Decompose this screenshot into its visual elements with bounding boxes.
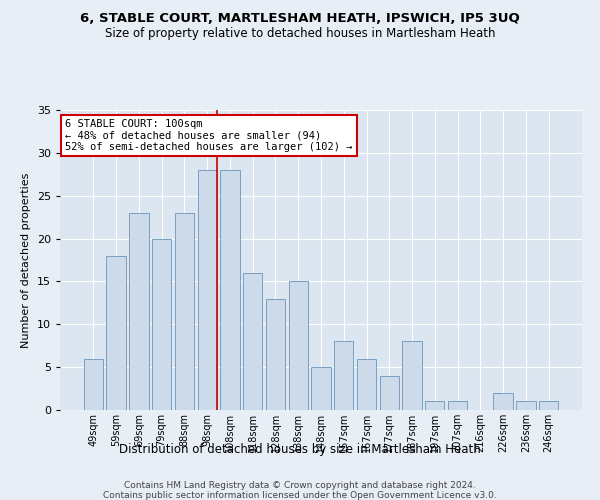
Bar: [266, 298, 285, 410]
Bar: [448, 402, 467, 410]
Bar: [311, 367, 331, 410]
Bar: [106, 256, 126, 410]
Bar: [220, 170, 239, 410]
Text: Contains public sector information licensed under the Open Government Licence v3: Contains public sector information licen…: [103, 491, 497, 500]
Bar: [334, 342, 353, 410]
Bar: [516, 402, 536, 410]
Bar: [289, 282, 308, 410]
Text: 6 STABLE COURT: 100sqm
← 48% of detached houses are smaller (94)
52% of semi-det: 6 STABLE COURT: 100sqm ← 48% of detached…: [65, 119, 353, 152]
Bar: [403, 342, 422, 410]
Text: 6, STABLE COURT, MARTLESHAM HEATH, IPSWICH, IP5 3UQ: 6, STABLE COURT, MARTLESHAM HEATH, IPSWI…: [80, 12, 520, 26]
Bar: [425, 402, 445, 410]
Text: Contains HM Land Registry data © Crown copyright and database right 2024.: Contains HM Land Registry data © Crown c…: [124, 481, 476, 490]
Bar: [539, 402, 558, 410]
Text: Distribution of detached houses by size in Martlesham Heath: Distribution of detached houses by size …: [119, 442, 481, 456]
Bar: [357, 358, 376, 410]
Text: Size of property relative to detached houses in Martlesham Heath: Size of property relative to detached ho…: [105, 28, 495, 40]
Bar: [197, 170, 217, 410]
Bar: [129, 213, 149, 410]
Bar: [493, 393, 513, 410]
Bar: [175, 213, 194, 410]
Bar: [152, 238, 172, 410]
Y-axis label: Number of detached properties: Number of detached properties: [21, 172, 31, 348]
Bar: [243, 273, 262, 410]
Bar: [84, 358, 103, 410]
Bar: [380, 376, 399, 410]
